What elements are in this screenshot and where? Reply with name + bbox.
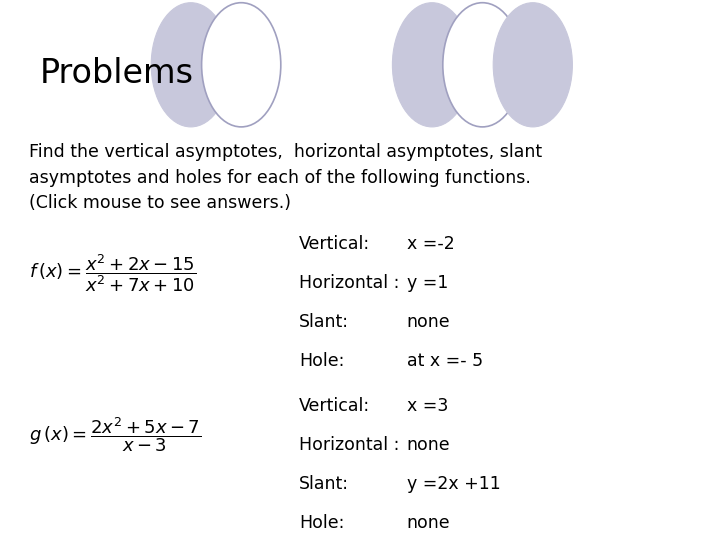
Text: y =1: y =1 — [407, 274, 448, 292]
Text: none: none — [407, 436, 451, 454]
Ellipse shape — [443, 3, 522, 127]
Text: Hole:: Hole: — [299, 514, 344, 531]
Text: x =3: x =3 — [407, 397, 448, 415]
Text: Horizontal :: Horizontal : — [299, 436, 405, 454]
Text: Slant:: Slant: — [299, 313, 348, 330]
Text: Find the vertical asymptotes,  horizontal asymptotes, slant
asymptotes and holes: Find the vertical asymptotes, horizontal… — [29, 143, 542, 213]
Text: Vertical:: Vertical: — [299, 235, 370, 253]
Text: x =-2: x =-2 — [407, 235, 454, 253]
Text: none: none — [407, 514, 451, 531]
Text: $g\,(x)=\dfrac{2x^2+5x-7}{x-3}$: $g\,(x)=\dfrac{2x^2+5x-7}{x-3}$ — [29, 415, 201, 454]
Text: Hole:: Hole: — [299, 352, 344, 369]
Ellipse shape — [151, 3, 230, 127]
Text: none: none — [407, 313, 451, 330]
Text: $f\,(x)=\dfrac{x^2+2x-15}{x^2+7x+10}$: $f\,(x)=\dfrac{x^2+2x-15}{x^2+7x+10}$ — [29, 252, 196, 294]
Ellipse shape — [202, 3, 281, 127]
Text: at x =- 5: at x =- 5 — [407, 352, 483, 369]
Text: Horizontal :: Horizontal : — [299, 274, 405, 292]
Text: Vertical:: Vertical: — [299, 397, 370, 415]
Text: Problems: Problems — [40, 57, 194, 90]
Text: y =2x +11: y =2x +11 — [407, 475, 500, 492]
Text: Slant:: Slant: — [299, 475, 348, 492]
Ellipse shape — [392, 3, 472, 127]
Ellipse shape — [493, 3, 572, 127]
